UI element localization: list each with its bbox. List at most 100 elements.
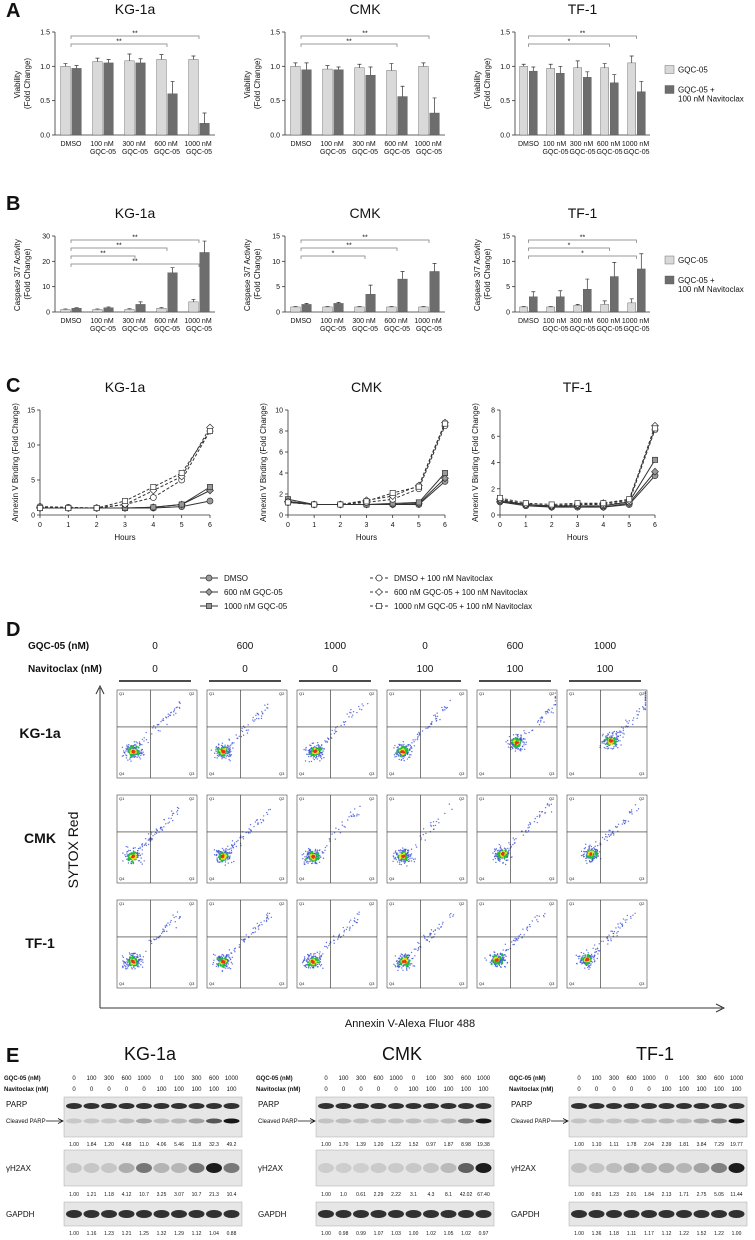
- event-dot: [610, 748, 611, 749]
- event-dot: [520, 934, 521, 935]
- event-dot: [411, 746, 412, 747]
- event-dot: [632, 720, 633, 721]
- event-dot: [230, 744, 231, 745]
- event-dot: [519, 749, 520, 750]
- y-tick-label: 6: [279, 450, 283, 457]
- event-dot: [225, 848, 226, 849]
- event-dot: [140, 959, 141, 960]
- event-dot: [535, 818, 536, 819]
- y-tick-label: 1.0: [270, 64, 280, 71]
- event-dot: [343, 927, 344, 928]
- event-dot: [350, 919, 351, 920]
- event-core: [218, 853, 220, 855]
- event-dot: [409, 757, 410, 758]
- event-core: [221, 856, 223, 858]
- event-dot: [505, 741, 506, 742]
- event-core: [403, 957, 405, 959]
- event-dot: [129, 952, 130, 953]
- event-dot: [167, 822, 168, 823]
- event-dot: [230, 959, 231, 960]
- event-dot: [537, 921, 538, 922]
- event-dot: [127, 964, 128, 965]
- bar: [628, 63, 636, 135]
- event-dot: [551, 708, 552, 709]
- event-dot: [539, 811, 540, 812]
- event-dot: [138, 960, 139, 961]
- event-dot: [418, 948, 419, 949]
- error-bar: [171, 268, 175, 273]
- chart-title: CMK: [349, 205, 381, 221]
- event-dot: [163, 826, 164, 827]
- event-dot: [126, 859, 127, 860]
- event-dot: [138, 853, 139, 854]
- event-dot: [414, 745, 415, 746]
- event-dot: [411, 860, 412, 861]
- event-dot: [394, 745, 395, 746]
- x-tick-label: 4: [601, 522, 605, 529]
- event-dot: [312, 743, 313, 744]
- event-dot: [162, 720, 163, 721]
- event-dot: [486, 959, 487, 960]
- event-dot: [553, 704, 554, 705]
- event-dot: [340, 725, 341, 726]
- event-dot: [610, 735, 611, 736]
- error-bar: [603, 301, 607, 305]
- event-dot: [126, 757, 127, 758]
- event-dot: [310, 953, 311, 954]
- event-dot: [504, 959, 505, 960]
- marker: [312, 502, 317, 507]
- event-dot: [447, 707, 448, 708]
- event-dot: [174, 710, 175, 711]
- bar: [125, 61, 135, 135]
- event-dot: [623, 733, 624, 734]
- event-dot: [244, 939, 245, 940]
- event-dot: [622, 925, 623, 926]
- event-dot: [513, 734, 514, 735]
- event-dot: [402, 847, 403, 848]
- event-dot: [411, 849, 412, 850]
- event-dot: [353, 920, 354, 921]
- quadrant-label: Q1: [119, 901, 125, 906]
- event-dot: [137, 850, 138, 851]
- plot-frame: [567, 690, 647, 778]
- bar: [302, 70, 312, 135]
- event-dot: [581, 952, 582, 953]
- event-dot: [306, 856, 307, 857]
- series-line: [500, 426, 655, 506]
- event-dot: [241, 728, 242, 729]
- event-dot: [422, 730, 423, 731]
- quadrant-label: Q4: [569, 771, 575, 776]
- event-dot: [344, 724, 345, 725]
- x-tick-label: 3: [576, 522, 580, 529]
- event-dot: [139, 848, 140, 849]
- event-dot: [406, 745, 407, 746]
- event-dot: [588, 966, 589, 967]
- bar: [366, 75, 376, 135]
- event-dot: [152, 727, 153, 728]
- bar: [430, 113, 440, 135]
- event-dot: [323, 858, 324, 859]
- event-dot: [508, 746, 509, 747]
- bar: [430, 271, 440, 312]
- event-core: [130, 756, 132, 758]
- event-dot: [431, 723, 432, 724]
- event-core: [491, 963, 493, 965]
- event-dot: [623, 918, 624, 919]
- event-dot: [409, 754, 410, 755]
- event-dot: [270, 809, 271, 810]
- y-axis-label: Caspase 3/7 Activity (Fold Change): [13, 237, 32, 311]
- legend-label: DMSO: [224, 574, 248, 583]
- bar: [125, 309, 135, 312]
- event-dot: [415, 948, 416, 949]
- event-core: [595, 851, 597, 853]
- y-tick-label: 0: [31, 513, 35, 520]
- x-tick-label: 5: [180, 522, 184, 529]
- event-dot: [630, 917, 631, 918]
- error-bar: [639, 81, 643, 91]
- event-dot: [539, 724, 540, 725]
- event-core: [305, 858, 307, 860]
- event-core: [400, 963, 402, 965]
- error-bar: [639, 254, 643, 269]
- legend-label: GQC-05 + 100 nM Navitoclax: [678, 276, 744, 294]
- event-dot: [179, 702, 180, 703]
